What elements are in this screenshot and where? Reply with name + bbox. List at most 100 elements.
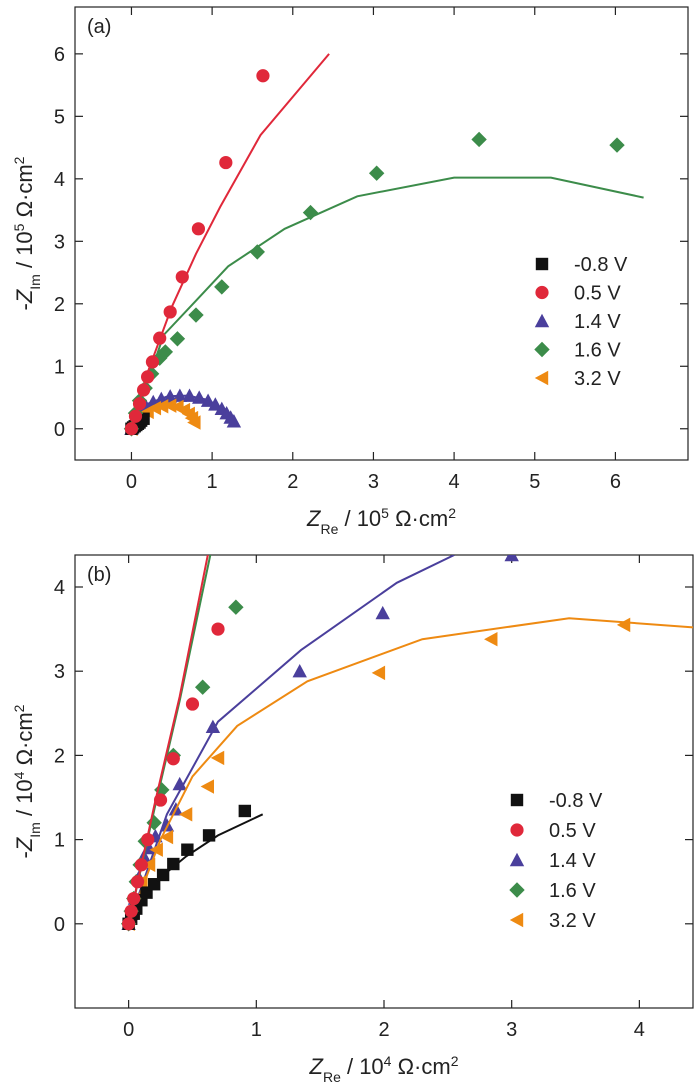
fit-line — [127, 555, 455, 925]
data-point — [153, 331, 167, 345]
data-point — [191, 222, 206, 236]
data-point — [238, 804, 252, 818]
data-point — [140, 370, 155, 384]
data-point — [178, 807, 193, 822]
data-point — [124, 904, 138, 918]
y-tick-label: 5 — [54, 106, 65, 128]
legend-marker — [509, 852, 525, 867]
y-axis-label: -ZIm / 105 Ω·cm2 — [11, 156, 43, 310]
data-point — [167, 857, 180, 871]
y-tick-label: 2 — [54, 294, 65, 316]
data-point — [211, 622, 225, 636]
data-point — [200, 393, 216, 407]
legend-marker — [535, 285, 549, 300]
data-point — [127, 891, 141, 906]
x-tick-label: 3 — [506, 1019, 517, 1041]
data-point — [162, 389, 178, 403]
data-point — [130, 875, 145, 889]
x-tick-label: 0 — [123, 1019, 134, 1041]
legend-marker — [534, 313, 550, 328]
data-point — [219, 155, 233, 170]
data-point — [226, 414, 242, 428]
data-point — [192, 390, 207, 404]
data-point — [484, 632, 498, 647]
data-point — [136, 383, 151, 397]
data-point — [162, 398, 177, 413]
plot-frame — [74, 554, 694, 1009]
data-point — [616, 617, 631, 633]
data-point — [292, 663, 307, 678]
data-point — [249, 244, 265, 260]
y-tick-label: 3 — [54, 661, 65, 683]
x-tick-label: 2 — [287, 471, 298, 493]
data-point — [128, 409, 143, 423]
data-point — [187, 415, 201, 430]
data-point — [134, 858, 148, 872]
data-point — [194, 679, 211, 695]
data-point — [146, 815, 162, 831]
legend: -0.8 V 0.5 V 1.4 V 1.6 V 3.2 V — [509, 790, 603, 932]
legend-label: 1.6 V — [574, 340, 621, 362]
y-axis-label: -ZIm / 104 Ω·cm2 — [11, 704, 43, 858]
x-tick-label: 0 — [126, 471, 137, 493]
legend-label: 0.5 V — [549, 820, 596, 842]
data-point — [157, 344, 174, 360]
plot-area — [123, 53, 644, 437]
data-point — [228, 599, 244, 615]
x-tick-label: 1 — [251, 1019, 262, 1041]
fit-line — [130, 176, 644, 430]
data-point — [159, 829, 174, 845]
legend-marker — [534, 341, 550, 358]
legend-marker — [509, 912, 524, 928]
data-point — [141, 857, 156, 873]
y-tick-label: 1 — [54, 356, 65, 378]
x-tick-label: 6 — [610, 471, 621, 493]
data-point — [149, 842, 163, 857]
data-point — [172, 776, 187, 791]
legend-marker — [535, 257, 549, 271]
legend-label: -0.8 V — [549, 790, 603, 812]
series-3.2V — [121, 617, 693, 931]
y-tick-label: 0 — [54, 914, 65, 936]
data-point — [202, 829, 216, 842]
legend-marker — [534, 370, 549, 386]
data-point — [471, 131, 487, 148]
series-0.5V — [124, 53, 330, 436]
data-point — [141, 832, 155, 847]
series-0.5V — [122, 555, 225, 931]
data-point — [185, 697, 200, 711]
data-point — [169, 331, 186, 347]
legend-label: 1.4 V — [574, 311, 621, 333]
data-point — [145, 355, 160, 369]
y-tick-label: 6 — [54, 44, 65, 66]
data-point — [205, 719, 221, 733]
plot-frame — [74, 6, 689, 461]
series-1.6V — [123, 131, 644, 437]
y-tick-label: 0 — [54, 419, 65, 441]
data-point — [163, 305, 177, 319]
y-tick-label: 2 — [54, 745, 65, 767]
legend-marker — [510, 823, 524, 837]
data-point — [122, 917, 136, 931]
x-tick-label: 4 — [449, 471, 460, 493]
legend-label: -0.8 V — [574, 254, 628, 276]
x-tick-label: 5 — [529, 471, 540, 493]
legend-label: 1.4 V — [549, 850, 596, 872]
data-point — [154, 399, 169, 414]
fit-line — [127, 617, 693, 925]
legend-marker — [510, 793, 524, 807]
data-point — [609, 137, 625, 153]
panel-label: (b) — [87, 564, 111, 586]
fit-line — [130, 53, 330, 430]
data-point — [210, 750, 225, 766]
legend-label: 1.6 V — [549, 880, 596, 902]
data-point — [156, 868, 170, 882]
y-tick-label: 4 — [54, 169, 65, 191]
data-point — [166, 752, 180, 766]
data-point — [172, 388, 188, 402]
panel-b: 0 1 2 3 4 0 1 2 3 4 ZRe / 104 Ω·cm2 -ZIm / 104 Ω·cm… — [11, 554, 694, 1085]
plot-area — [120, 555, 693, 932]
legend-label: 3.2 V — [574, 368, 621, 390]
data-point — [200, 779, 214, 794]
